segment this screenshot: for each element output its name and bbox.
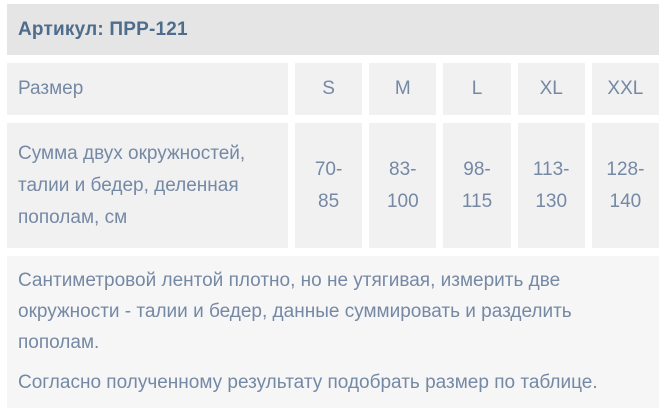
measurement-instructions: Сантиметровой лентой плотно, но не утяги… <box>7 256 659 408</box>
size-col-m: M <box>369 63 437 115</box>
size-col-xxl: XXL <box>591 63 659 115</box>
measure-value-xl: 113- 130 <box>517 123 585 248</box>
measure-value-m: 83- 100 <box>369 123 437 248</box>
measure-row-label: Сумма двух окружностей, талии и бедер, д… <box>7 123 288 248</box>
instruction-paragraph-1: Сантиметровой лентой плотно, но не утяги… <box>18 270 572 353</box>
instruction-paragraph-2: Согласно полученному результату подобрат… <box>18 372 598 393</box>
size-col-l: L <box>443 63 511 115</box>
size-col-s: S <box>295 63 363 115</box>
measure-value-xxl: 128- 140 <box>591 123 659 248</box>
size-col-xl: XL <box>517 63 585 115</box>
article-header: Артикул: ПРР-121 <box>7 4 659 55</box>
measure-value-s: 70- 85 <box>295 123 363 248</box>
size-table: Размер S M L XL XXL Сумма двух окружност… <box>7 63 659 248</box>
article-title: Артикул: ПРР-121 <box>18 18 188 40</box>
size-row-label: Размер <box>7 63 288 115</box>
measure-value-l: 98- 115 <box>443 123 511 248</box>
